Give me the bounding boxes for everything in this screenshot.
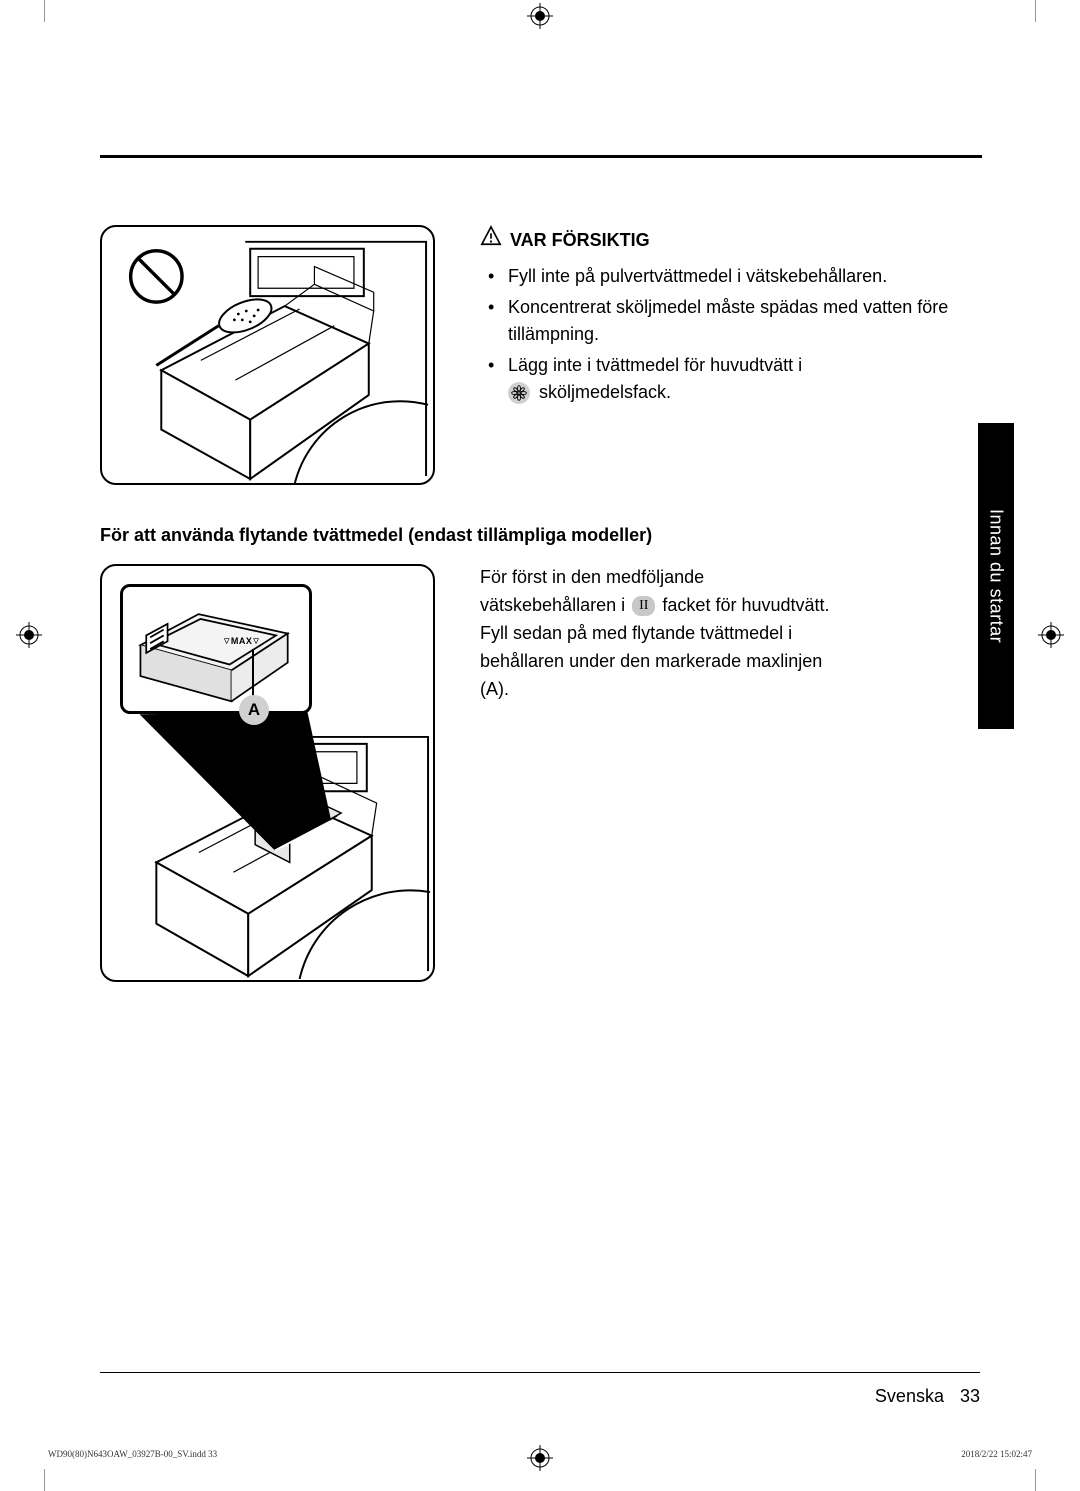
figure-liquid-container: MAX A	[100, 564, 435, 982]
liquid-detergent-heading: För att använda flytande tvättmedel (end…	[100, 525, 980, 546]
crop-mark	[44, 0, 45, 22]
caution-item: Fyll inte på pulvertvättmedel i vätskebe…	[480, 263, 980, 290]
registration-mark-icon	[16, 622, 42, 648]
registration-mark-icon	[1038, 622, 1064, 648]
crop-mark	[1035, 1469, 1036, 1491]
print-job-info: WD90(80)N643OAW_03927B-00_SV.indd 33 201…	[48, 1449, 1032, 1459]
footer-page-number: 33	[960, 1386, 980, 1406]
page-footer: Svenska 33	[875, 1386, 980, 1407]
caution-title: VAR FÖRSIKTIG	[480, 225, 980, 255]
registration-mark-icon	[527, 3, 553, 29]
caution-item-text: Fyll inte på pulvertvättmedel i vätskebe…	[508, 266, 887, 286]
crop-mark	[44, 1469, 45, 1491]
warning-icon	[480, 225, 502, 255]
caution-block: VAR FÖRSIKTIG Fyll inte på pulvertvättme…	[480, 225, 980, 485]
page-content: VAR FÖRSIKTIG Fyll inte på pulvertvättme…	[100, 225, 980, 1361]
callout-a-badge: A	[239, 695, 269, 725]
caution-item-text: Lägg inte i tvättmedel för huvudtvätt i	[508, 355, 802, 375]
liquid-detergent-paragraph: För först in den medföljande vätskebehål…	[480, 564, 840, 982]
para-text: .	[504, 679, 509, 699]
max-line-label: MAX	[223, 636, 260, 646]
para-text: facket för huvudtvätt	[657, 595, 824, 615]
caution-item-suffix: sköljmedelsfack.	[539, 382, 671, 402]
section-tab-label: Innan du startar	[986, 509, 1007, 643]
top-divider	[100, 155, 982, 158]
figure-drawer-prohibition	[100, 225, 435, 485]
caution-title-text: VAR FÖRSIKTIG	[510, 227, 650, 254]
crop-mark	[1035, 0, 1036, 22]
section-tab: Innan du startar	[978, 423, 1014, 729]
footer-divider	[100, 1372, 980, 1373]
zoom-inset: MAX A	[120, 584, 312, 714]
softener-icon	[508, 382, 530, 404]
caution-item-text: Koncentrerat sköljmedel måste spädas med…	[508, 297, 948, 344]
footer-language: Svenska	[875, 1386, 944, 1406]
caution-item: Koncentrerat sköljmedel måste spädas med…	[480, 294, 980, 348]
caution-item: Lägg inte i tvättmedel för huvudtvätt i …	[480, 352, 980, 406]
caution-list: Fyll inte på pulvertvättmedel i vätskebe…	[480, 263, 980, 406]
leader-line	[252, 649, 254, 697]
compartment-ii-badge: II	[632, 596, 655, 616]
job-timestamp: 2018/2/22 15:02:47	[961, 1449, 1032, 1459]
job-file: WD90(80)N643OAW_03927B-00_SV.indd 33	[48, 1449, 217, 1459]
